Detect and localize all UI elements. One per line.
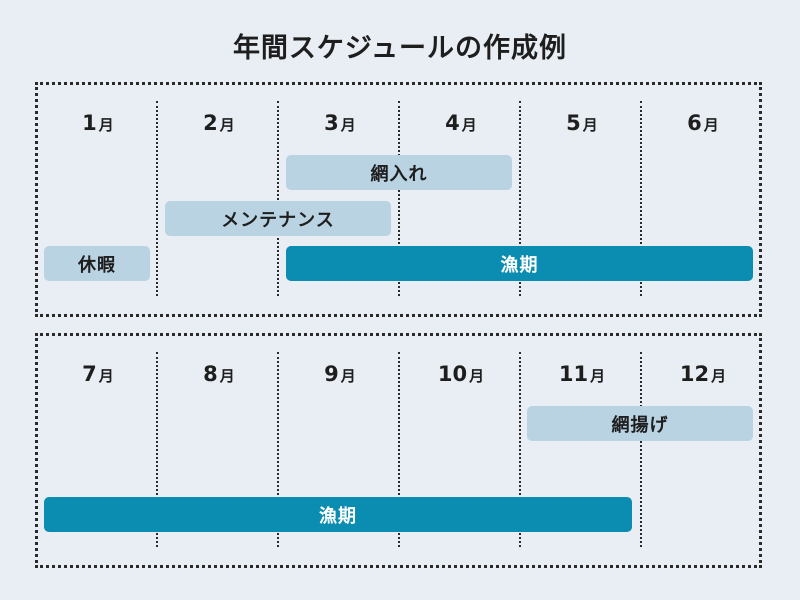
column-divider xyxy=(398,352,400,547)
column-divider xyxy=(519,352,521,547)
column-divider xyxy=(640,352,642,547)
bar-maintenance: メンテナンス xyxy=(165,201,391,236)
bar-fishing-season: 漁期 xyxy=(286,246,753,281)
column-divider xyxy=(156,352,158,547)
month-label-12: 12 月 xyxy=(679,362,727,386)
column-divider xyxy=(156,101,158,296)
column-divider xyxy=(277,101,279,296)
column-divider xyxy=(640,101,642,296)
bar-vacation: 休暇 xyxy=(44,246,150,281)
column-divider xyxy=(519,101,521,296)
bar-net-setting: 網入れ xyxy=(286,155,512,190)
month-label-11: 11 月 xyxy=(558,362,606,386)
column-divider xyxy=(398,101,400,296)
bar-net-hauling: 網揚げ xyxy=(527,406,753,441)
column-divider xyxy=(277,352,279,547)
month-label-10: 10 月 xyxy=(437,362,485,386)
diagram-title: 年間スケジュールの作成例 xyxy=(232,33,568,64)
bar-fishing-season: 漁期 xyxy=(44,497,632,532)
